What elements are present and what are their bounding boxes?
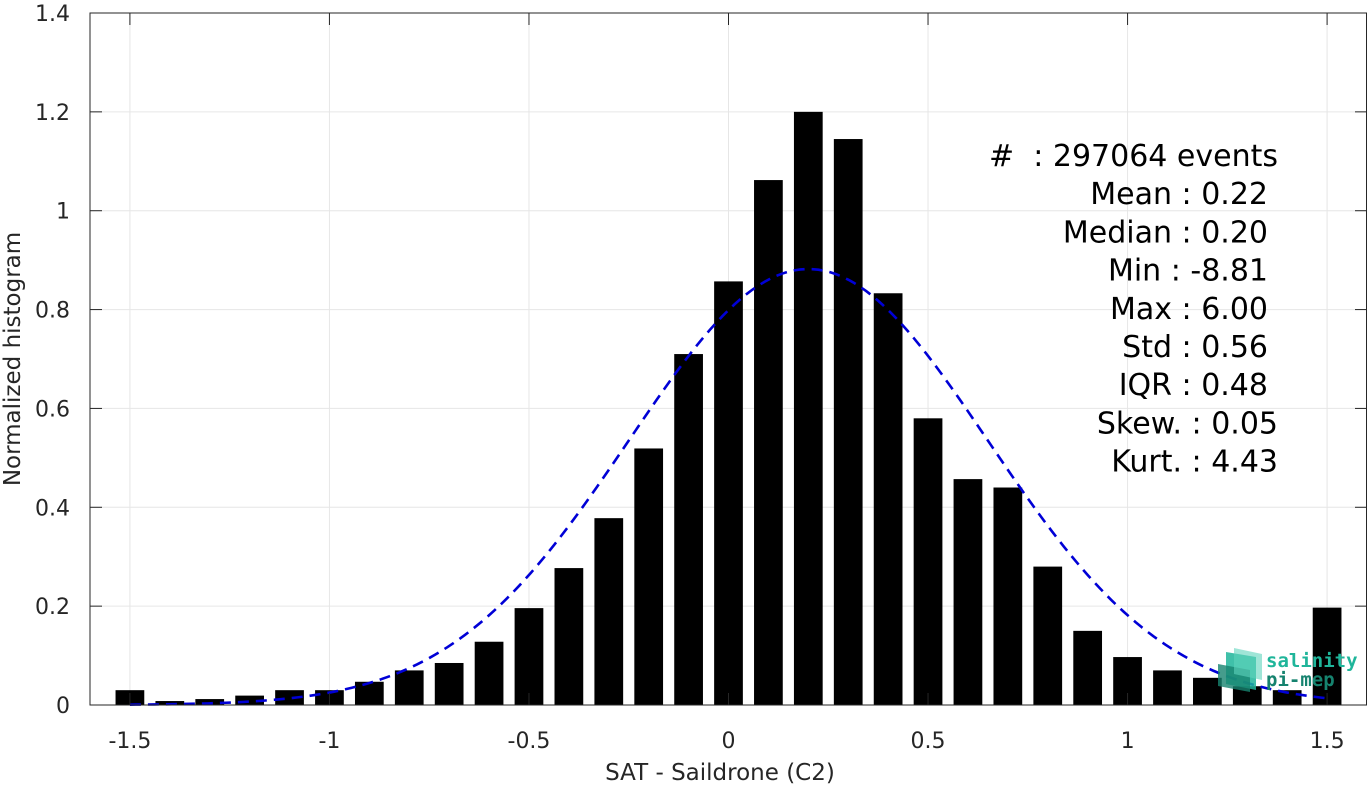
histogram-bar: [674, 354, 703, 705]
histogram-bar: [594, 518, 624, 705]
histogram-bar: [394, 670, 424, 705]
stat-line: Max : 6.00: [1110, 292, 1268, 327]
stat-line: Std : 0.56: [1122, 330, 1268, 365]
y-tick-label: 1.4: [35, 2, 70, 27]
y-tick-label: 0.8: [35, 299, 70, 324]
histogram-bar: [275, 690, 304, 705]
histogram-bar: [354, 681, 384, 705]
histogram-bar: [953, 479, 983, 705]
histogram-bar: [1073, 630, 1103, 705]
stat-line: Median : 0.20: [1063, 215, 1268, 250]
stat-line: Min : -8.81: [1108, 254, 1268, 289]
x-tick-label: 1: [1121, 729, 1135, 754]
y-tick-label: 0.4: [35, 496, 70, 521]
logo-text-salinity: salinity: [1266, 650, 1358, 672]
x-tick-label: 0.5: [911, 729, 946, 754]
histogram-bar: [714, 281, 743, 705]
logo-text-pi-mep: pi-mep: [1266, 669, 1335, 691]
histogram-bar: [434, 662, 464, 705]
histogram-bars: [115, 111, 1342, 706]
histogram-bar: [993, 487, 1023, 705]
x-tick-labels: -1.5 -1 -0.5 0 0.5 1 1.5: [108, 729, 1344, 754]
histogram-bar: [554, 568, 584, 705]
histogram-bar: [1232, 686, 1262, 705]
histogram-bar: [514, 608, 544, 705]
y-tick-label: 1: [56, 200, 70, 225]
histogram-bar: [474, 641, 504, 705]
tick-marks: [90, 12, 1367, 706]
y-tick-label: 0: [56, 694, 70, 719]
x-tick-label: 1.5: [1310, 729, 1345, 754]
x-tick-label: -0.5: [508, 729, 551, 754]
histogram-bar: [1193, 677, 1222, 705]
y-axis-label: Normalized histogram: [0, 232, 26, 486]
y-tick-label: 0.6: [35, 397, 70, 422]
grid-lines: [90, 12, 1367, 706]
stat-line: Kurt. : 4.43: [1111, 445, 1278, 480]
stat-line: Skew. : 0.05: [1097, 406, 1278, 441]
histogram-bar: [873, 293, 903, 705]
stat-line: IQR : 0.48: [1119, 368, 1268, 403]
salinity-pi-mep-logo: salinity pi-mep: [1218, 648, 1358, 692]
histogram-bar: [1312, 607, 1342, 705]
stat-line: # : 297064 events: [989, 139, 1278, 174]
stat-line: Mean : 0.22: [1090, 177, 1268, 212]
histogram-bar: [1153, 670, 1182, 705]
gaussian-fit-curve: [129, 267, 1328, 706]
logo-emblem-icon: [1218, 648, 1262, 692]
y-tick-label: 1.2: [35, 101, 70, 126]
x-tick-label: -1: [318, 729, 340, 754]
histogram-bar: [913, 418, 943, 705]
histogram-bar: [833, 139, 863, 706]
y-tick-label: 0.2: [35, 595, 70, 620]
histogram-bar: [634, 448, 664, 705]
histogram-bar: [235, 695, 264, 705]
x-tick-label: 0: [722, 729, 736, 754]
histogram-bar: [793, 111, 823, 706]
x-tick-label: -1.5: [108, 729, 151, 754]
x-axis-label: SAT - Saildrone (C2): [605, 760, 835, 785]
histogram-bar: [1272, 690, 1302, 705]
y-tick-labels: 0 0.2 0.4 0.6 0.8 1 1.2 1.4: [35, 2, 70, 719]
histogram-bar: [754, 180, 783, 705]
histogram-bar: [1033, 566, 1063, 705]
